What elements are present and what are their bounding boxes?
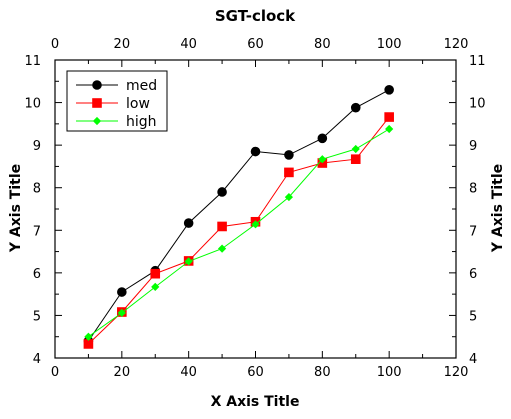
x-tick-label-bottom: 100 [377, 365, 402, 380]
data-point-med [250, 146, 261, 157]
x-tick-label-bottom: 20 [114, 365, 131, 380]
series-layer [83, 85, 394, 349]
data-point-low [83, 339, 94, 349]
y-tick-label-left: 11 [24, 54, 41, 69]
x-tick-label-top: 100 [377, 37, 402, 52]
data-point-med [284, 150, 294, 160]
y-tick-label-right: 4 [469, 352, 477, 367]
chart-title: SGT-clock [215, 7, 296, 25]
series-low [83, 112, 394, 349]
x-tick-label-bottom: 40 [180, 365, 197, 380]
data-point-high [84, 332, 93, 341]
data-point-high [251, 220, 260, 229]
legend-label-high: high [126, 114, 157, 130]
y-tick-label-right: 6 [469, 267, 477, 282]
data-point-high [351, 144, 360, 154]
x-tick-label-bottom: 0 [51, 365, 59, 380]
x-tick-label-bottom: 120 [444, 365, 469, 380]
legend-marker-high [92, 116, 102, 126]
data-point-med [350, 102, 361, 113]
y-axis-title-right: Y Axis Title [490, 164, 506, 253]
y-axis-title-left: Y Axis Title [8, 164, 24, 253]
data-point-low [150, 268, 161, 279]
data-point-high [217, 244, 227, 253]
x-tick-label-bottom: 80 [314, 365, 331, 380]
legend-marker-med [92, 80, 102, 90]
data-point-high [184, 257, 193, 266]
y-tick-label-left: 10 [24, 97, 41, 112]
x-tick-label-top: 0 [51, 37, 59, 52]
x-axis-title: X Axis Title [211, 394, 300, 410]
y-tick-label-right: 5 [469, 309, 477, 324]
data-point-med [217, 187, 227, 197]
data-point-low [350, 154, 361, 164]
x-tick-label-top: 20 [114, 37, 131, 52]
y-tick-label-right: 9 [469, 139, 477, 154]
data-point-high [385, 124, 394, 134]
series-high [84, 124, 394, 341]
y-tick-label-left: 6 [33, 267, 41, 282]
data-point-high [318, 155, 327, 164]
data-point-med [117, 287, 127, 297]
y-tick-label-left: 5 [33, 309, 41, 324]
legend-marker-low [92, 98, 102, 108]
y-tick-label-right: 8 [469, 182, 477, 197]
series-line-high [88, 128, 390, 338]
y-tick-label-left: 9 [33, 139, 41, 154]
x-tick-label-top: 40 [180, 37, 197, 52]
data-point-med [317, 133, 328, 144]
data-point-low [217, 221, 227, 232]
series-med [83, 85, 394, 346]
series-line-med [87, 89, 390, 342]
data-point-low [284, 167, 294, 178]
y-tick-label-right: 7 [469, 224, 477, 239]
legend: med low high [66, 70, 168, 132]
y-tick-label-right: 11 [469, 54, 486, 69]
legend-label-med: med [126, 78, 157, 94]
y-tick-label-right: 10 [469, 97, 486, 112]
x-tick-label-top: 80 [314, 37, 331, 52]
series-line-low [88, 116, 390, 345]
data-point-med [183, 218, 194, 228]
data-point-low [384, 112, 394, 122]
x-tick-label-top: 120 [444, 37, 469, 52]
y-tick-label-left: 7 [33, 224, 41, 239]
data-point-high [151, 282, 160, 292]
x-tick-label-top: 60 [247, 37, 264, 52]
y-tick-label-left: 8 [33, 182, 41, 197]
data-point-med [384, 85, 394, 95]
y-tick-label-left: 4 [33, 352, 41, 367]
data-point-high [284, 192, 294, 202]
legend-label-low: low [126, 96, 150, 112]
x-tick-label-bottom: 60 [247, 365, 264, 380]
data-point-high [117, 308, 126, 317]
